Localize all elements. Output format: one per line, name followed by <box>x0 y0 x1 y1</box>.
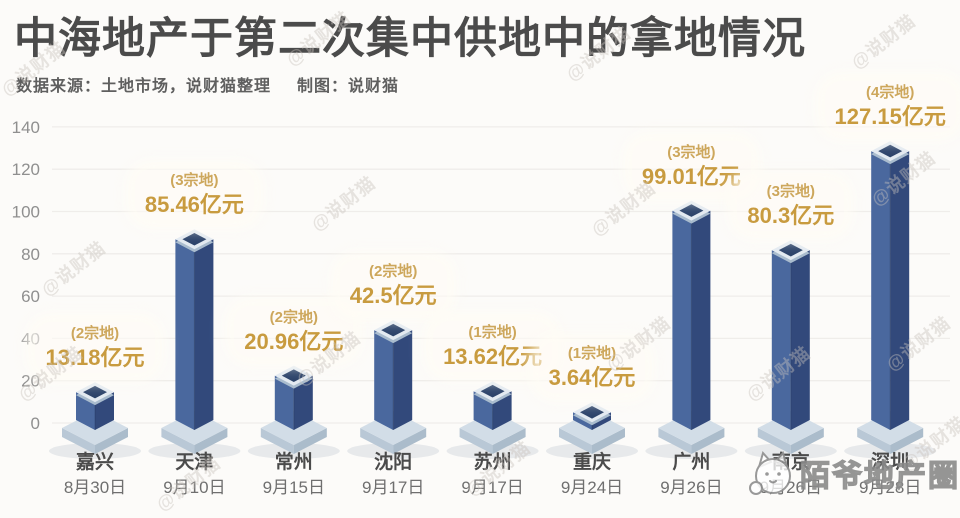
cat-logo-icon <box>749 450 791 495</box>
y-axis-tick: 20 <box>21 372 40 391</box>
bar-1 <box>148 229 241 459</box>
pedestal-left-face <box>459 428 493 454</box>
logo: 陌爷地产圈 <box>746 442 960 504</box>
bar-left-face <box>274 375 294 430</box>
bar-5 <box>546 402 638 459</box>
pedestal-right-face <box>293 428 327 454</box>
data-source-note: 数据来源：土地市场，说财猫整理 <box>16 78 272 95</box>
bar-right-face <box>293 375 313 430</box>
bar-left-face <box>175 239 195 430</box>
pedestal-right-face <box>194 428 228 454</box>
bar-right-face <box>194 239 214 430</box>
pedestal-right-face <box>95 428 128 454</box>
pedestal-left-face <box>62 428 95 454</box>
pedestal-left-face <box>260 428 294 454</box>
pedestal-right-face <box>592 428 625 454</box>
subtitle: 数据来源：土地市场，说财猫整理 制图：说财猫 <box>16 72 399 96</box>
pedestal-left-face <box>360 428 394 454</box>
cap-inner <box>281 369 306 382</box>
cap-inner <box>381 323 406 337</box>
pedestal-left-face <box>658 428 692 454</box>
pedestal-left-face <box>559 428 592 454</box>
cap-inner <box>83 385 107 399</box>
pedestal-right-face <box>492 428 526 454</box>
logo-text: 陌爷地产圈 <box>799 459 960 493</box>
y-axis-tick: 100 <box>12 203 40 222</box>
cap-inner <box>182 232 207 246</box>
bar-left-face <box>672 210 692 430</box>
pedestal-left-face <box>161 428 195 454</box>
bar-4 <box>446 381 539 459</box>
bar-left-face <box>374 330 394 430</box>
cap-inner <box>679 204 704 217</box>
pedestal-right-face <box>691 428 725 454</box>
cap-inner <box>580 406 604 419</box>
pedestal-right-face <box>790 428 824 454</box>
bar-0 <box>49 382 141 459</box>
bar-6 <box>645 200 738 459</box>
pedestal-left-face <box>757 428 791 454</box>
pedestal-right-face <box>393 428 427 454</box>
bar-3 <box>347 320 440 459</box>
page-title: 中海地产于第二次集中供地中的拿地情况 <box>14 15 806 63</box>
bar-right-face <box>691 210 711 430</box>
bar-7 <box>744 240 837 459</box>
bar-left-face <box>771 250 791 430</box>
bar-right-face <box>393 330 413 430</box>
y-axis-tick: 60 <box>21 287 40 306</box>
cap-inner <box>878 144 903 158</box>
pedestal-left-face <box>857 428 891 454</box>
bar-right-face <box>890 151 910 430</box>
cap-inner <box>778 243 803 257</box>
credit-note: 制图：说财猫 <box>297 78 400 95</box>
bar-right-face <box>790 250 810 430</box>
y-axis-tick: 40 <box>21 329 40 348</box>
bar-8 <box>844 141 937 459</box>
y-axis-tick: 80 <box>21 245 40 264</box>
pedestal-right-face <box>890 428 924 454</box>
y-axis-tick: 0 <box>31 414 40 433</box>
bar-left-face <box>871 151 891 430</box>
cap-inner <box>480 384 505 398</box>
y-axis-tick: 120 <box>12 160 40 179</box>
y-axis-tick: 140 <box>12 118 40 137</box>
bar-2 <box>247 365 340 459</box>
